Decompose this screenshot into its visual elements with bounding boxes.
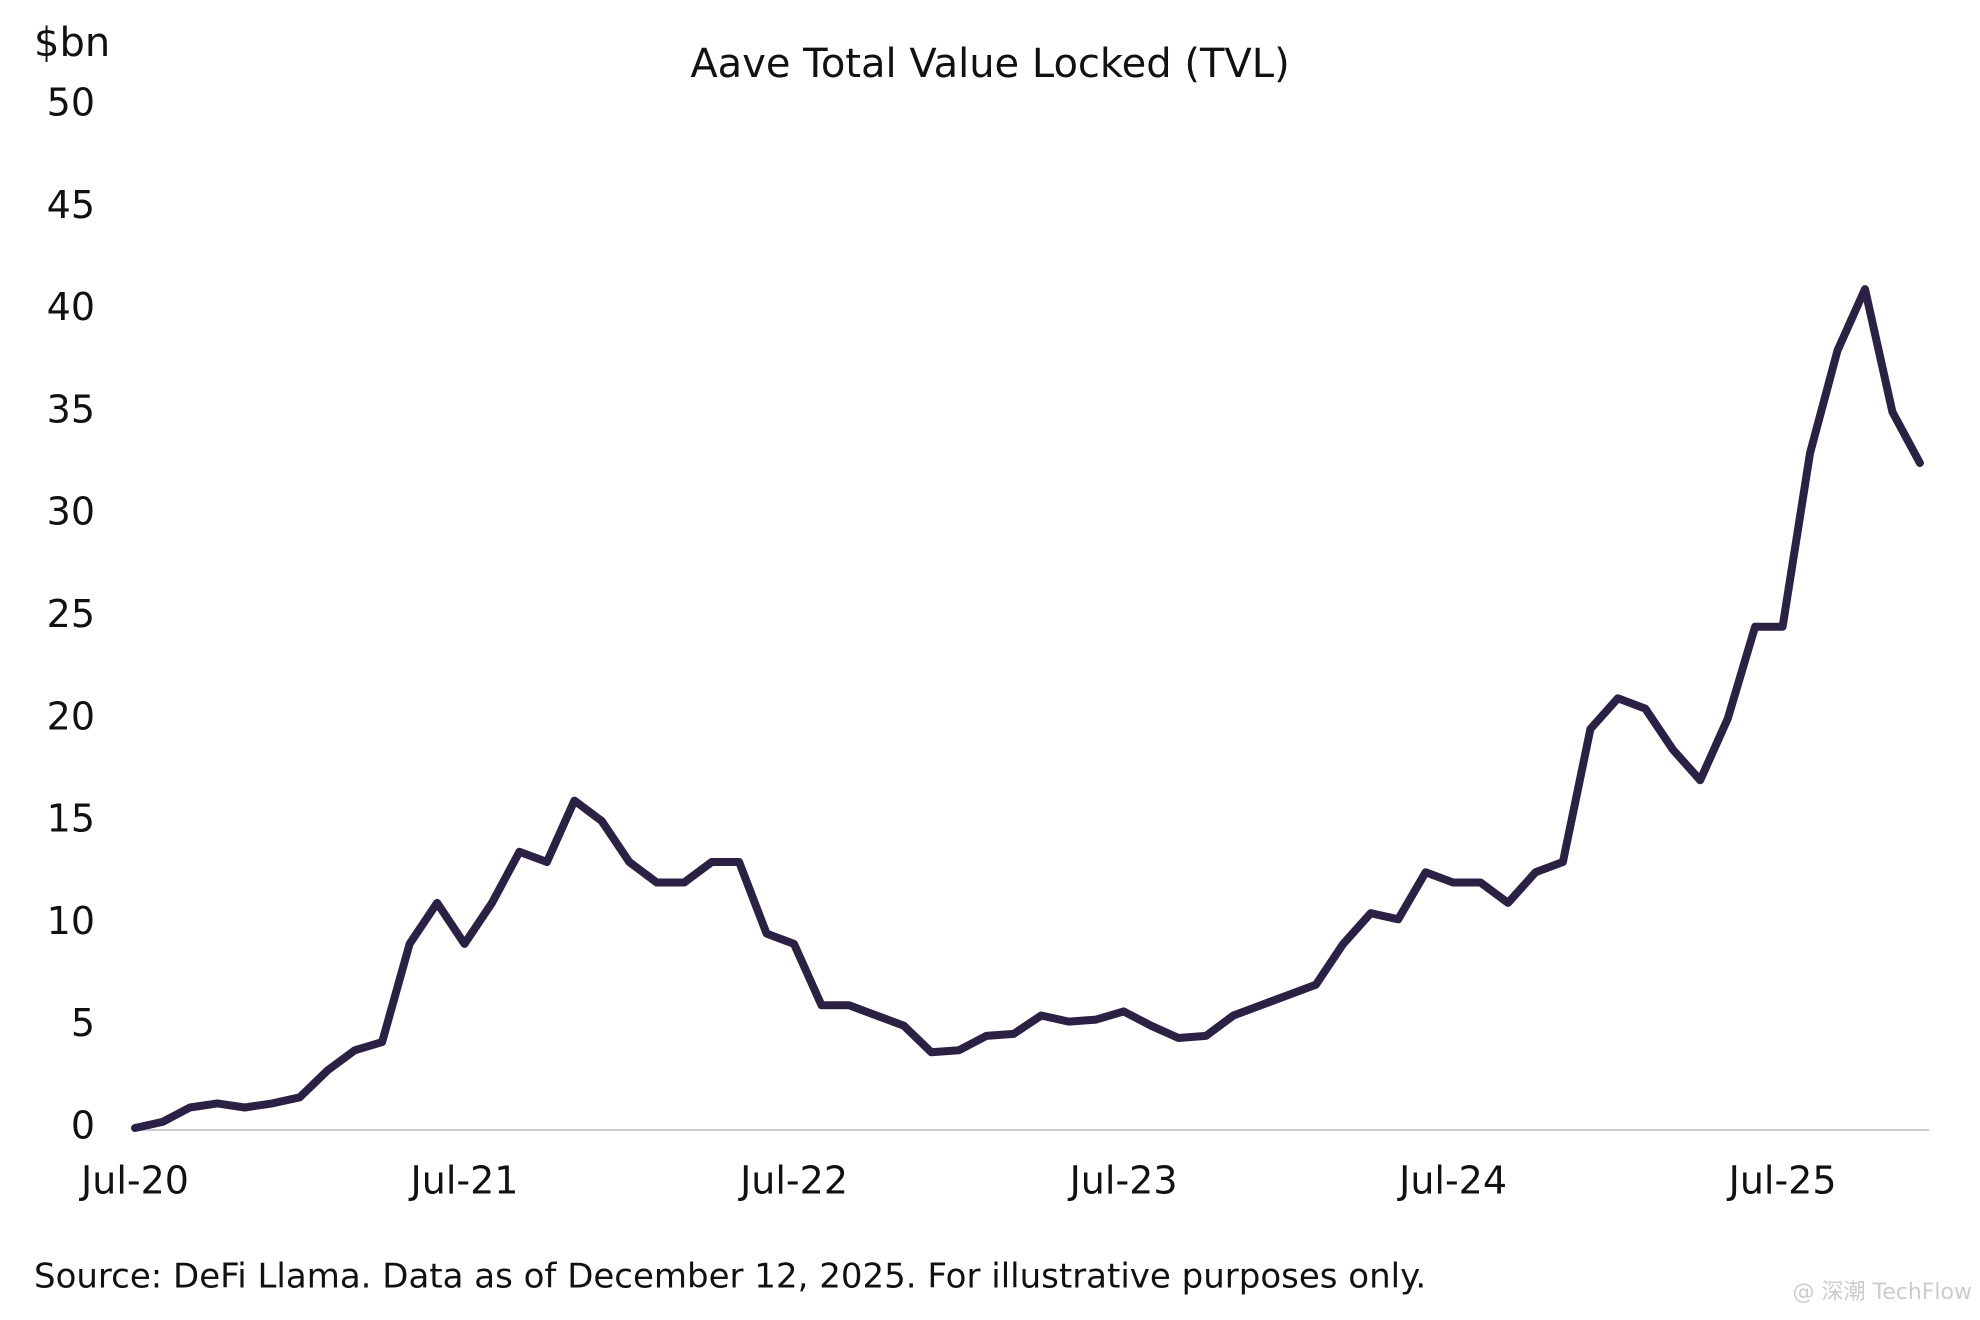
x-tick-label: Jul-20: [79, 1159, 189, 1203]
y-tick-label: 0: [71, 1104, 95, 1148]
source-note: Source: DeFi Llama. Data as of December …: [34, 1257, 1426, 1297]
chart-title: Aave Total Value Locked (TVL): [690, 41, 1289, 87]
y-tick-label: 35: [47, 387, 95, 431]
x-tick-label: Jul-23: [1068, 1159, 1178, 1203]
watermark: @ 深潮 TechFlow: [1793, 1280, 1972, 1305]
y-tick-label: 5: [71, 1001, 95, 1045]
y-tick-label: 15: [47, 797, 95, 841]
x-tick-label: Jul-21: [409, 1159, 519, 1203]
y-tick-label: 50: [47, 81, 95, 125]
x-tick-label: Jul-24: [1397, 1159, 1507, 1203]
y-tick-label: 25: [47, 592, 95, 636]
y-tick-label: 45: [47, 183, 95, 227]
y-axis-label: $bn: [34, 20, 110, 66]
line-series: [131, 285, 1924, 1132]
x-tick-label: Jul-25: [1727, 1159, 1837, 1203]
y-tick-label: 40: [47, 285, 95, 329]
y-tick-label: 10: [47, 899, 95, 943]
x-tick-label: Jul-22: [738, 1159, 848, 1203]
y-tick-label: 30: [47, 490, 95, 534]
y-tick-label: 20: [47, 694, 95, 738]
